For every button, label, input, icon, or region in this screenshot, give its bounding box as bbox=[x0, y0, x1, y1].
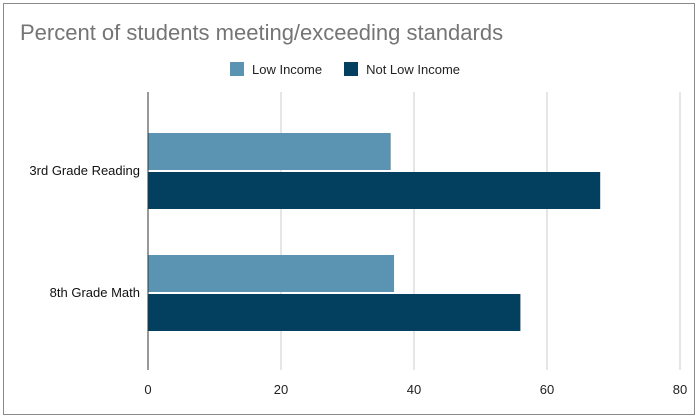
legend-swatch-low-income bbox=[230, 62, 244, 76]
bars bbox=[148, 133, 601, 331]
x-tick-label: 0 bbox=[144, 382, 151, 397]
category-label: 3rd Grade Reading bbox=[29, 163, 140, 178]
legend-swatch-not-low-income bbox=[344, 62, 359, 76]
chart-title: Percent of students meeting/exceeding st… bbox=[20, 20, 504, 45]
chart-legend: Low Income Not Low Income bbox=[230, 60, 482, 78]
x-tick-label: 80 bbox=[673, 382, 687, 397]
legend-label-not-low-income: Not Low Income bbox=[366, 61, 461, 77]
x-tick-label: 60 bbox=[540, 382, 554, 397]
legend-item-not-low-income: Not Low Income bbox=[344, 62, 460, 77]
bar-not-low-income-0 bbox=[148, 172, 601, 209]
legend-label-low-income: Low Income bbox=[252, 61, 323, 77]
legend-item-low-income: Low Income bbox=[230, 62, 322, 77]
x-tick-label: 40 bbox=[407, 382, 421, 397]
bar-low-income-1 bbox=[148, 255, 395, 292]
bar-not-low-income-1 bbox=[148, 294, 521, 331]
labels: 0 20 40 60 80 3rd Grade Reading 8th Grade Math bbox=[29, 163, 687, 397]
x-tick-label: 20 bbox=[274, 382, 288, 397]
bar-low-income-0 bbox=[148, 133, 391, 170]
category-label: 8th Grade Math bbox=[50, 285, 140, 300]
